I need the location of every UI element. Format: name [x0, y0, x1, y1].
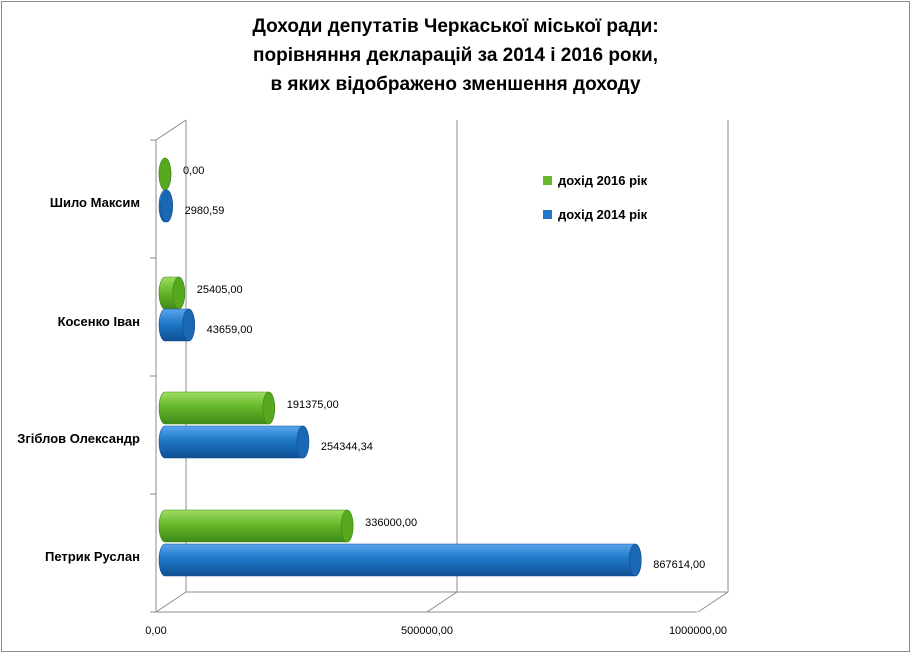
- legend-swatch: [543, 176, 552, 185]
- x-tick-label: 1000000,00: [669, 625, 727, 637]
- data-label: 43659,00: [207, 324, 253, 336]
- bar-end-cap: [340, 509, 354, 543]
- chart-title-line-2: порівняння декларацій за 2014 і 2016 рок…: [253, 45, 658, 66]
- legend-label: дохід 2016 рік: [558, 173, 648, 188]
- bar-end-cap: [182, 308, 195, 342]
- bar-end-cap: [160, 189, 173, 223]
- data-label: 336000,00: [365, 517, 417, 529]
- bar-2016: [158, 391, 276, 425]
- gridline-floor-diagonal: [426, 591, 458, 613]
- legend-label: дохід 2014 рік: [558, 207, 648, 222]
- bar-end-cap: [158, 157, 172, 191]
- data-label: 867614,00: [653, 559, 705, 571]
- gridline-floor-diagonal: [697, 591, 729, 613]
- chart-title-line-3: в яких відображено зменшення доходу: [270, 74, 641, 95]
- chart-title: Доходи депутатів Черкаської міської ради…: [0, 12, 911, 99]
- data-label: 2980,59: [185, 205, 225, 217]
- bar-end-cap: [262, 391, 276, 425]
- data-label: 0,00: [183, 165, 204, 177]
- data-label: 191375,00: [287, 399, 339, 411]
- category-label: Петрик Руслан: [45, 549, 140, 564]
- bar-end-cap: [628, 543, 642, 577]
- bar-2014: [158, 543, 642, 577]
- bar-2014: [158, 425, 310, 459]
- x-tick-label: 0,00: [145, 625, 166, 637]
- bar-end-cap: [172, 276, 186, 310]
- category-label: Шило Максим: [50, 195, 140, 210]
- bar-end-cap: [296, 425, 310, 459]
- category-label: Косенко Іван: [58, 314, 140, 329]
- data-label: 25405,00: [197, 284, 243, 296]
- side-wall-top-edge: [155, 119, 187, 141]
- x-tick-label: 500000,00: [401, 625, 453, 637]
- floor-left-edge: [155, 591, 187, 613]
- bar-2016: [158, 509, 354, 543]
- category-label: Згіблов Олександр: [17, 431, 140, 446]
- legend-swatch: [543, 210, 552, 219]
- chart-title-line-1: Доходи депутатів Черкаської міської ради…: [252, 16, 659, 37]
- data-label: 254344,34: [321, 441, 373, 453]
